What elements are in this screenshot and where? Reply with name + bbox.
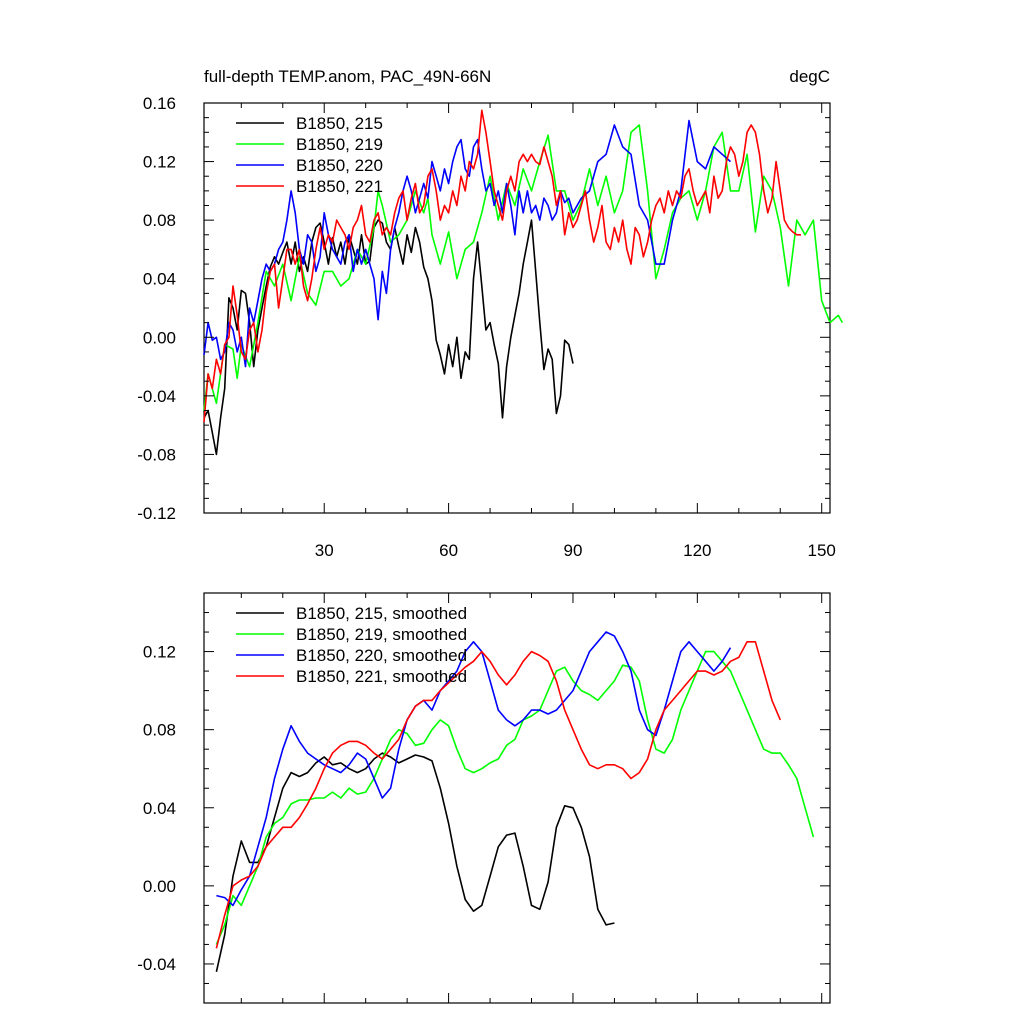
series-line-b1850-215-smoothed (215, 752, 615, 972)
legend-label: B1850, 220 (296, 156, 383, 175)
series-line-b1850-220 (203, 119, 732, 368)
series-line-b1850-221-smoothed (215, 640, 782, 949)
series-line-b1850-215 (203, 219, 574, 456)
series-line-b1850-221 (203, 109, 801, 423)
series-line-b1850-219 (203, 124, 844, 411)
x-tick-label: 30 (315, 541, 334, 560)
y-tick-label: 0.16 (143, 94, 176, 113)
legend-label: B1850, 219, smoothed (296, 625, 467, 644)
legend: B1850, 215, smoothed B1850, 219, smoothed… (236, 604, 467, 686)
y-tick-label: 0.04 (143, 799, 176, 818)
legend-label: B1850, 220, smoothed (296, 646, 467, 665)
series-line-b1850-220-smoothed (216, 631, 732, 907)
y-tick-label: -0.12 (137, 504, 176, 523)
y-tick-label: 0.08 (143, 211, 176, 230)
series-line-b1850-219-smoothed (215, 650, 815, 945)
legend-label: B1850, 221, smoothed (296, 667, 467, 686)
series-group (203, 109, 844, 456)
series-group (215, 631, 815, 972)
y-tick-label: -0.04 (137, 387, 176, 406)
x-tick-label: 150 (808, 541, 836, 560)
y-tick-label: 0.00 (143, 877, 176, 896)
y-tick-label: -0.08 (137, 445, 176, 464)
y-tick-label: 0.12 (143, 153, 176, 172)
legend-label: B1850, 221 (296, 177, 383, 196)
chart-title: full-depth TEMP.anom, PAC_49N-66N (204, 67, 491, 86)
axis-ticks: -0.12 -0.08 -0.04 0.00 0.04 0.08 0.12 0.16 30 60 9… (137, 94, 836, 560)
legend-label: B1850, 215, smoothed (296, 604, 467, 623)
bottom-panel: -0.04 0.00 0.04 0.08 0.12 B1850, 215, smooth… (137, 592, 831, 1004)
units-label: degC (789, 67, 830, 86)
legend-label: B1850, 215 (296, 114, 383, 133)
y-tick-label: 0.12 (143, 643, 176, 662)
y-tick-label: 0.04 (143, 270, 176, 289)
legend: B1850, 215 B1850, 219 B1850, 220 B1850, 221 (236, 114, 383, 196)
top-panel: full-depth TEMP.anom, PAC_49N-66N degC -… (137, 67, 844, 560)
axis-ticks: -0.04 0.00 0.04 0.08 0.12 (137, 592, 830, 1004)
x-tick-label: 90 (564, 541, 583, 560)
y-tick-label: -0.04 (137, 955, 176, 974)
legend-label: B1850, 219 (296, 135, 383, 154)
plot-frame (203, 592, 831, 1004)
y-tick-label: 0.08 (143, 721, 176, 740)
x-tick-label: 60 (439, 541, 458, 560)
y-tick-label: 0.00 (143, 328, 176, 347)
x-tick-label: 120 (683, 541, 711, 560)
